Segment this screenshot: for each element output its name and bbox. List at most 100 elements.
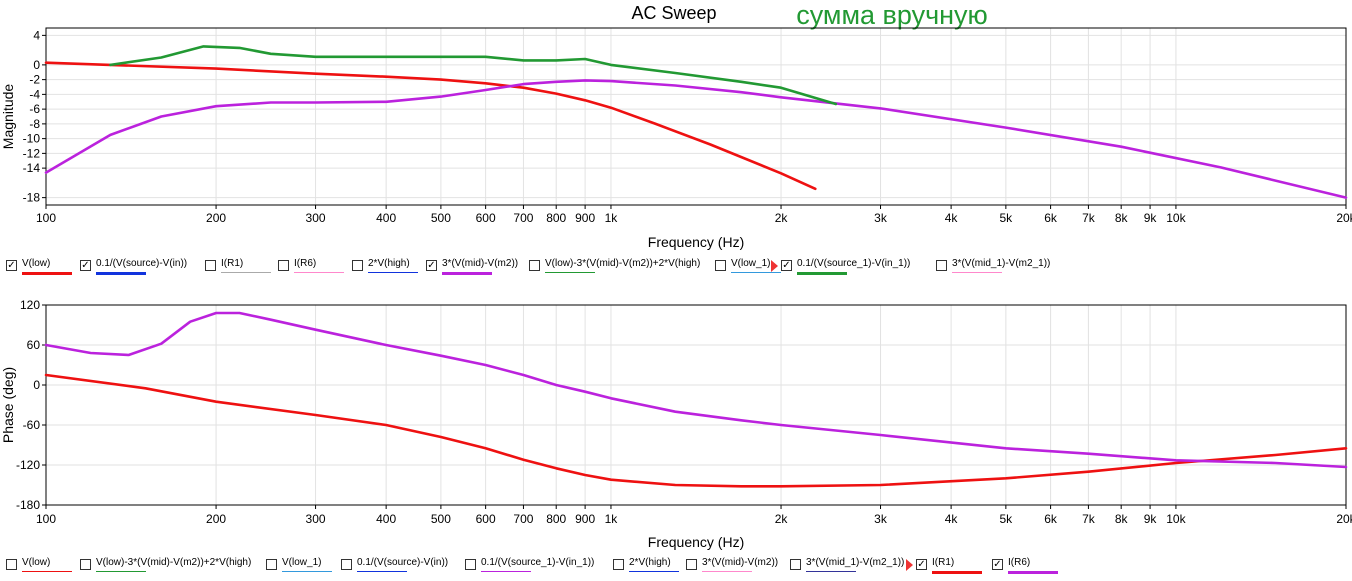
legend-bottom-color-swatch — [282, 571, 332, 572]
legend-top-label: 3*(V(mid)-V(m2)) — [442, 258, 519, 269]
panel1-xtick-label: 100 — [36, 211, 56, 225]
legend-top-checkbox[interactable] — [352, 260, 363, 271]
panel1-xtick-label: 10k — [1166, 211, 1186, 225]
legend-bottom-checkbox[interactable] — [465, 559, 476, 570]
legend-top-label: 0.1/(V(source)-V(in)) — [96, 258, 188, 269]
legend-top-checkbox[interactable]: ✓ — [781, 260, 792, 271]
chart-title: AC Sweep — [631, 3, 716, 23]
panel1-ytick-label: -4 — [29, 87, 40, 101]
panel2-ytick-label: -60 — [23, 418, 41, 432]
legend-top-label: V(low) — [22, 258, 51, 269]
panel1-xtick-label: 20k — [1336, 211, 1352, 225]
panel1-xtick-label: 900 — [575, 211, 595, 225]
legend-top-label: I(R6) — [294, 258, 317, 269]
legend-bottom-checkbox[interactable] — [686, 559, 697, 570]
panel1-ytick-label: -12 — [23, 146, 41, 160]
legend-top-color-swatch — [294, 272, 344, 273]
panel1-series-0-line — [44, 61, 817, 191]
panel2-ytick-label: 120 — [20, 298, 40, 312]
legend-bottom-color-swatch — [629, 571, 679, 572]
panel1-xtick-label: 2k — [775, 211, 789, 225]
legend-top-color-swatch — [368, 272, 418, 273]
legend-top-color-swatch — [731, 272, 781, 273]
legend-top-label: V(low_1) — [731, 258, 771, 269]
panel2-xtick-label: 2k — [775, 512, 789, 526]
panel2-xtick-label: 6k — [1044, 512, 1058, 526]
panel1-series-2-line — [109, 45, 838, 106]
panel1-xtick-label: 9k — [1144, 211, 1158, 225]
panel1-frame — [45, 27, 1347, 206]
panel1-ytick-label: -2 — [29, 73, 40, 87]
legend-top-color-swatch — [22, 272, 72, 275]
panel1-xtick-label: 600 — [476, 211, 496, 225]
panel1-xtick-label: 1k — [605, 211, 619, 225]
panel1-ytick-label: -10 — [23, 132, 41, 146]
legend-bottom-checkbox[interactable] — [266, 559, 277, 570]
panel2-xtick-label: 900 — [575, 512, 595, 526]
panel1-xtick-label: 7k — [1082, 211, 1096, 225]
panel2-ytick-label: -120 — [16, 458, 40, 472]
panel2-ytick-label: 60 — [27, 338, 41, 352]
annotation-text: сумма вручную — [796, 0, 988, 30]
legend-top-checkbox[interactable]: ✓ — [6, 260, 17, 271]
legend-bottom-label: I(R1) — [932, 557, 955, 568]
panel2-xtick-label: 7k — [1082, 512, 1096, 526]
panel1-xlabel: Frequency (Hz) — [648, 234, 744, 250]
panel2-xtick-label: 300 — [306, 512, 326, 526]
legend-bottom: V(low) V(low)-3*(V(mid)-V(m2))+2*V(high) V… — [0, 557, 1352, 577]
panel1-xtick-label: 3k — [874, 211, 888, 225]
legend-bottom-color-swatch — [22, 571, 72, 572]
legend-bottom-label: 2*V(high) — [629, 557, 671, 568]
panel2-xtick-label: 3k — [874, 512, 888, 526]
legend-bottom-label: 0.1/(V(source_1)-V(in_1)) — [481, 557, 595, 568]
panel2-xtick-label: 100 — [36, 512, 56, 526]
panel2-xtick-label: 9k — [1144, 512, 1158, 526]
panel2-xtick-label: 500 — [431, 512, 451, 526]
legend-top-checkbox[interactable]: ✓ — [426, 260, 437, 271]
panel2-ylabel: Phase (deg) — [0, 367, 16, 443]
panel1-xtick-label: 200 — [206, 211, 226, 225]
panel1-xtick-label: 400 — [376, 211, 396, 225]
panel1-series-1-line — [44, 79, 1348, 199]
legend-bottom-checkbox[interactable] — [80, 559, 91, 570]
legend-bottom-label: 3*(V(mid_1)-V(m2_1)) — [806, 557, 905, 568]
legend-top-checkbox[interactable]: ✓ — [80, 260, 91, 271]
legend-bottom-checkbox[interactable] — [790, 559, 801, 570]
panel1-xtick-label: 700 — [513, 211, 533, 225]
legend-top-checkbox[interactable] — [529, 260, 540, 271]
panel2-xtick-label: 5k — [1000, 512, 1014, 526]
legend-bottom-color-swatch — [481, 571, 531, 572]
legend-bottom-label: 0.1/(V(source)-V(in)) — [357, 557, 449, 568]
panel2-xtick-label: 1k — [605, 512, 619, 526]
legend-bottom-checkbox[interactable] — [341, 559, 352, 570]
panel1-ytick-label: 0 — [33, 58, 40, 72]
legend-top-label: I(R1) — [221, 258, 244, 269]
legend-top-color-swatch — [221, 272, 271, 273]
legend-top-color-swatch — [96, 272, 146, 275]
legend-top-label: 2*V(high) — [368, 258, 410, 269]
legend-bottom-checkbox[interactable]: ✓ — [992, 559, 1003, 570]
active-trace-marker-icon — [906, 559, 913, 571]
panel2-xtick-label: 800 — [546, 512, 566, 526]
legend-top-checkbox[interactable] — [205, 260, 216, 271]
legend-bottom-checkbox[interactable] — [613, 559, 624, 570]
legend-top-checkbox[interactable] — [936, 260, 947, 271]
legend-bottom-color-swatch — [96, 571, 146, 572]
legend-top-checkbox[interactable] — [715, 260, 726, 271]
legend-top: ✓ V(low) ✓ 0.1/(V(source)-V(in)) I(R1) I(R6) 2… — [0, 258, 1352, 278]
panel2-frame — [45, 304, 1347, 506]
legend-bottom-label: V(low_1) — [282, 557, 322, 568]
legend-top-label: 3*(V(mid_1)-V(m2_1)) — [952, 258, 1051, 269]
legend-bottom-label: 3*(V(mid)-V(m2)) — [702, 557, 779, 568]
active-trace-marker-icon — [771, 260, 778, 272]
legend-bottom-checkbox[interactable]: ✓ — [916, 559, 927, 570]
panel1-ytick-label: 4 — [33, 28, 40, 42]
legend-bottom-label: I(R6) — [1008, 557, 1031, 568]
panel2-xtick-label: 8k — [1115, 512, 1129, 526]
legend-bottom-color-swatch — [702, 571, 752, 572]
legend-top-label: V(low)-3*(V(mid)-V(m2))+2*V(high) — [545, 258, 701, 269]
panel1-xtick-label: 300 — [306, 211, 326, 225]
legend-bottom-checkbox[interactable] — [6, 559, 17, 570]
legend-top-color-swatch — [545, 272, 595, 273]
legend-top-checkbox[interactable] — [278, 260, 289, 271]
